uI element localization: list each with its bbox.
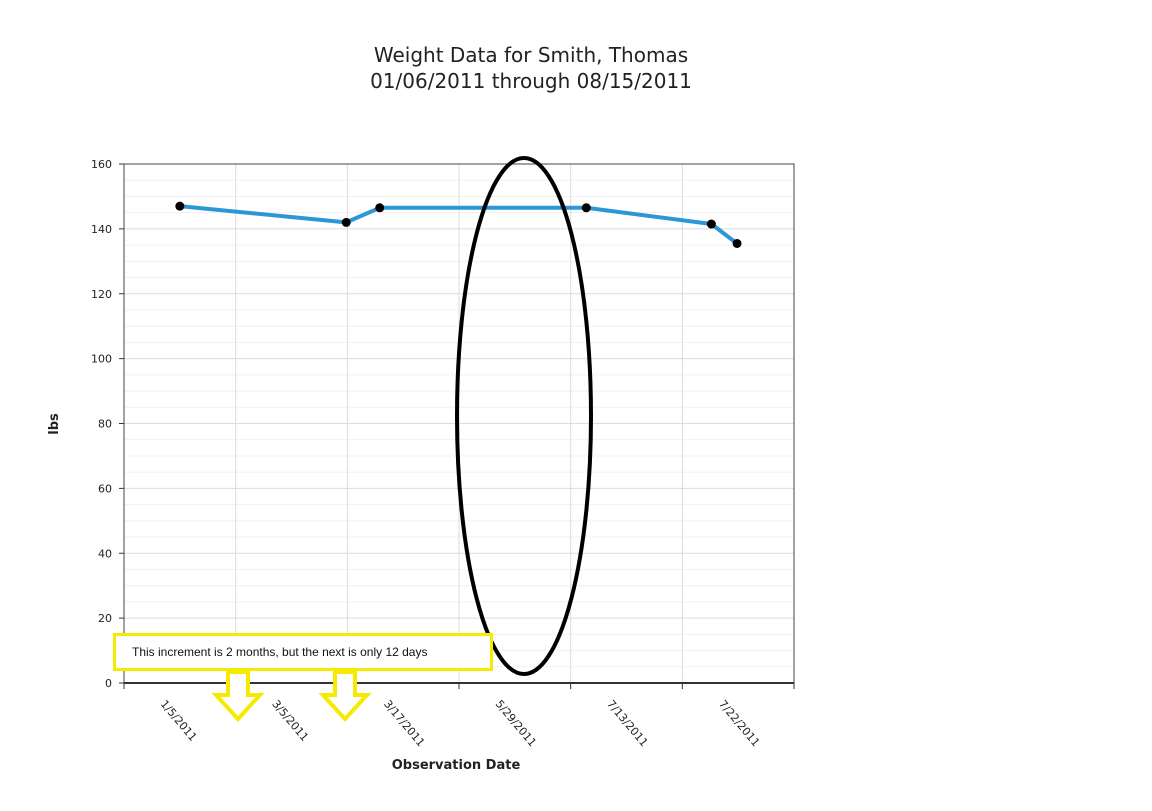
y-tick-label: 100 (91, 353, 112, 366)
x-tick-label: 5/29/2011 (493, 698, 539, 750)
y-tick-label: 40 (98, 547, 112, 560)
down-arrow-icon (318, 670, 372, 722)
data-point (175, 201, 185, 211)
title-line: Weight Data for Smith, Thomas (373, 43, 689, 67)
y-tick-label: 140 (91, 223, 112, 236)
x-tick-label: 7/13/2011 (604, 698, 650, 750)
highlight-ellipse (455, 156, 593, 676)
y-tick-label: 80 (98, 418, 112, 431)
subtitle-line: 01/06/2011 through 08/15/2011 (370, 69, 692, 93)
data-point (341, 217, 351, 227)
x-axis-title: Observation Date (392, 758, 521, 773)
annotation-box: This increment is 2 months, but the next… (113, 633, 493, 671)
x-tick-label: 1/5/2011 (158, 698, 200, 744)
x-tick-label: 3/17/2011 (381, 698, 427, 750)
x-tick-label: 7/22/2011 (716, 698, 762, 750)
y-tick-label: 160 (91, 158, 112, 171)
series-line (179, 204, 739, 246)
y-tick-label: 0 (105, 677, 112, 690)
y-tick-label: 20 (98, 612, 112, 625)
data-point (375, 203, 385, 213)
data-point (732, 238, 742, 248)
y-tick-label: 60 (98, 482, 112, 495)
chart-title: Weight Data for Smith, Thomas 01/06/2011… (0, 42, 1062, 94)
x-tick-label: 3/5/2011 (269, 698, 311, 744)
down-arrow-icon (211, 670, 265, 722)
y-axis-title: lbs (47, 413, 62, 435)
data-point (581, 203, 591, 213)
y-tick-label: 120 (91, 288, 112, 301)
data-point (706, 219, 716, 229)
